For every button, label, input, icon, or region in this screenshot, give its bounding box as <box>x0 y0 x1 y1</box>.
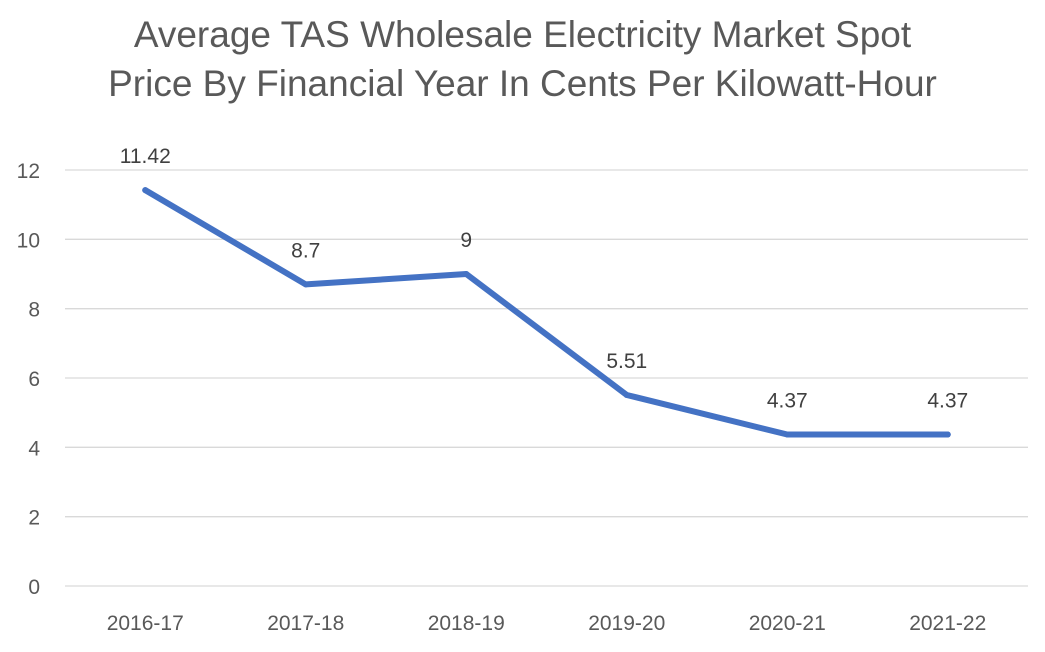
y-tick-label: 4 <box>28 437 40 460</box>
axes: 0 2 4 6 8 10 12 2016-17 2017-18 2018-19 2019-20 202… <box>17 160 987 635</box>
data-point <box>142 187 149 194</box>
x-tick-label: 2018-19 <box>428 612 505 635</box>
chart-title-line-1: Average TAS Wholesale Electricity Market… <box>133 14 912 55</box>
y-tick-label: 6 <box>28 368 40 391</box>
data-point <box>944 431 951 438</box>
data-label: 5.51 <box>606 350 647 373</box>
data-label: 8.7 <box>291 239 320 262</box>
series-layer <box>142 187 951 438</box>
data-label: 11.42 <box>120 145 171 168</box>
x-tick-label: 2016-17 <box>107 612 184 635</box>
series-line <box>142 187 951 438</box>
data-point <box>463 271 470 277</box>
data-label: 4.37 <box>927 390 968 413</box>
y-tick-label: 10 <box>17 229 40 252</box>
data-point <box>784 431 791 438</box>
x-tick-label: 2019-20 <box>588 612 665 635</box>
chart-title-line-2: Price By Financial Year In Cents Per Kil… <box>108 63 937 104</box>
y-tick-label: 8 <box>28 299 40 322</box>
x-tick-label: 2020-21 <box>749 612 826 635</box>
data-label: 9 <box>460 229 472 252</box>
y-tick-label: 12 <box>17 160 40 183</box>
y-tick-label: 2 <box>28 507 40 530</box>
y-tick-label: 0 <box>28 576 40 599</box>
gridlines <box>65 169 1028 587</box>
data-label: 4.37 <box>767 390 808 413</box>
data-point <box>623 391 630 398</box>
x-tick-label: 2017-18 <box>267 612 344 635</box>
data-labels: 11.42 8.7 9 5.51 4.37 4.37 <box>120 145 968 412</box>
data-point <box>302 281 309 288</box>
x-tick-label: 2021-22 <box>909 612 986 635</box>
